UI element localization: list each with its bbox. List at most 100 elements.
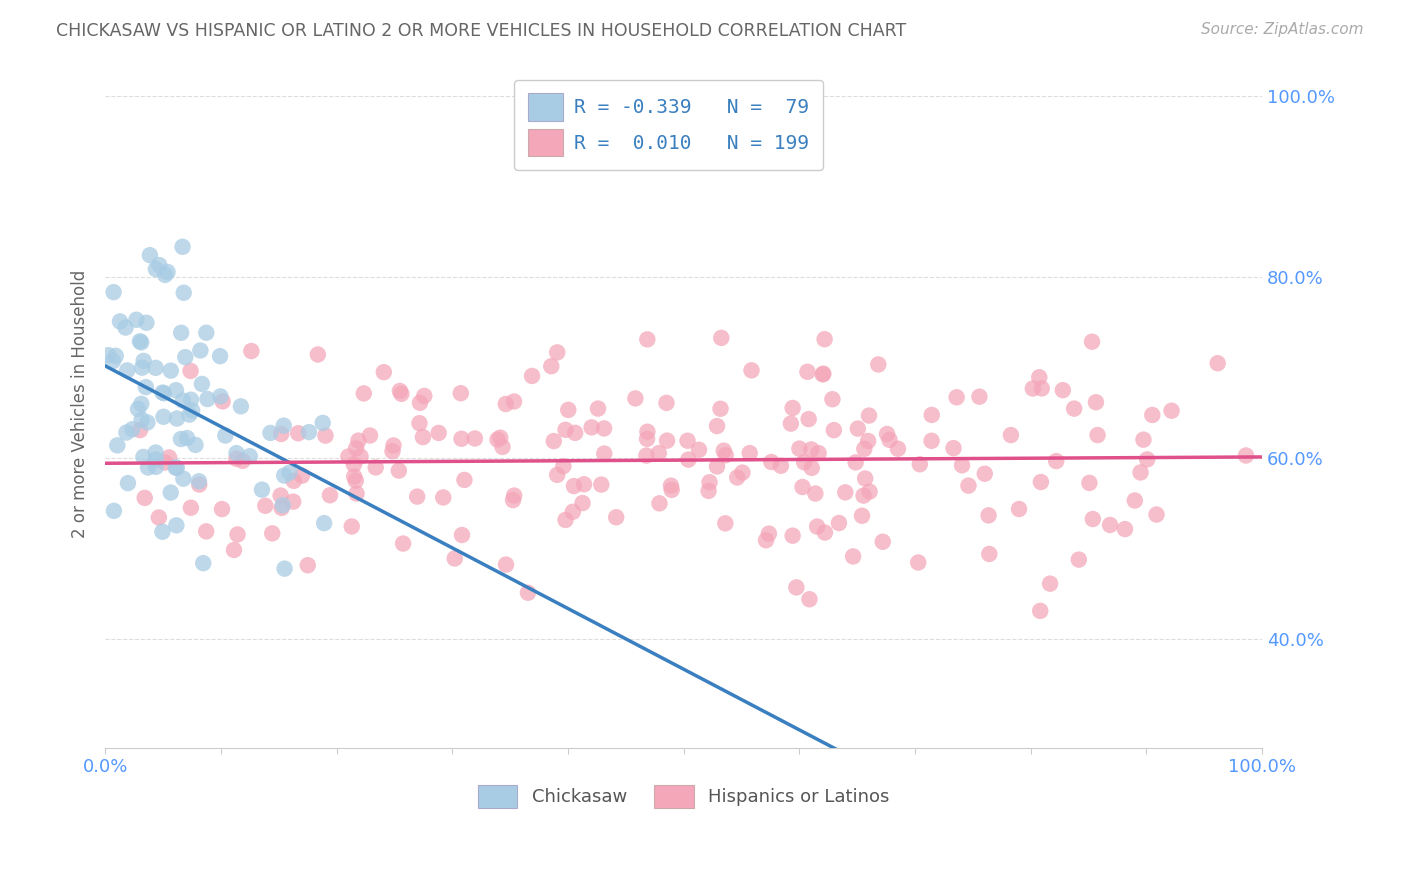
Point [172,240,194,254]
Point [165,460,187,475]
Point [364,460,387,475]
Point [1136,452,1159,467]
Point [273,468,295,483]
Point [789,442,811,456]
Point [655,434,678,448]
Point [950,458,973,473]
Point [945,390,967,404]
Point [546,345,568,359]
Point [184,438,207,452]
Point [211,502,233,516]
Point [188,477,211,491]
Point [432,491,454,505]
Point [957,478,980,492]
Point [593,421,616,435]
Point [807,446,830,460]
Point [921,434,943,448]
Point [145,452,167,467]
Point [1234,449,1257,463]
Point [193,556,215,570]
Point [226,527,249,541]
Point [287,426,309,441]
Point [136,416,159,430]
Point [127,402,149,417]
Point [714,448,737,462]
Point [298,425,321,439]
Point [852,489,875,503]
Point [562,479,585,493]
Point [443,551,465,566]
Point [153,268,176,282]
Point [1206,356,1229,370]
Point [270,427,292,442]
Point [546,467,568,482]
Point [1160,403,1182,417]
Point [821,392,844,407]
Point [381,444,404,458]
Point [489,431,512,445]
Point [117,476,139,491]
Point [581,420,603,434]
Point [314,428,336,442]
Point [165,383,187,397]
Point [270,500,292,515]
Point [114,320,136,334]
Point [291,468,314,483]
Point [876,427,898,442]
Point [491,440,513,454]
Point [1087,428,1109,442]
Point [813,367,835,381]
Point [624,392,647,406]
Point [134,491,156,505]
Point [172,393,194,408]
Point [131,397,153,411]
Point [543,434,565,448]
Point [1132,433,1154,447]
Point [382,438,405,452]
Point [173,285,195,300]
Point [907,556,929,570]
Point [283,474,305,488]
Point [823,423,845,437]
Point [834,485,856,500]
Point [131,413,153,427]
Point [676,434,699,448]
Point [806,519,828,533]
Point [1081,334,1104,349]
Point [636,332,658,346]
Point [503,394,526,409]
Point [1123,493,1146,508]
Point [413,389,436,403]
Legend: Chickasaw, Hispanics or Latinos: Chickasaw, Hispanics or Latinos [471,778,897,814]
Point [170,326,193,340]
Point [856,434,879,448]
Point [152,385,174,400]
Point [132,354,155,368]
Point [136,460,159,475]
Point [502,493,524,508]
Point [262,526,284,541]
Point [344,442,367,456]
Point [145,459,167,474]
Point [148,258,170,272]
Point [503,489,526,503]
Point [710,331,733,345]
Point [135,380,157,394]
Point [239,449,262,463]
Point [851,508,873,523]
Point [697,483,720,498]
Point [135,316,157,330]
Point [180,392,202,407]
Point [699,475,721,490]
Point [648,496,671,510]
Point [104,349,127,363]
Point [1039,576,1062,591]
Point [97,348,120,362]
Point [1000,428,1022,442]
Point [108,314,131,328]
Point [758,526,780,541]
Point [319,488,342,502]
Point [769,458,792,473]
Point [270,489,292,503]
Point [858,409,880,423]
